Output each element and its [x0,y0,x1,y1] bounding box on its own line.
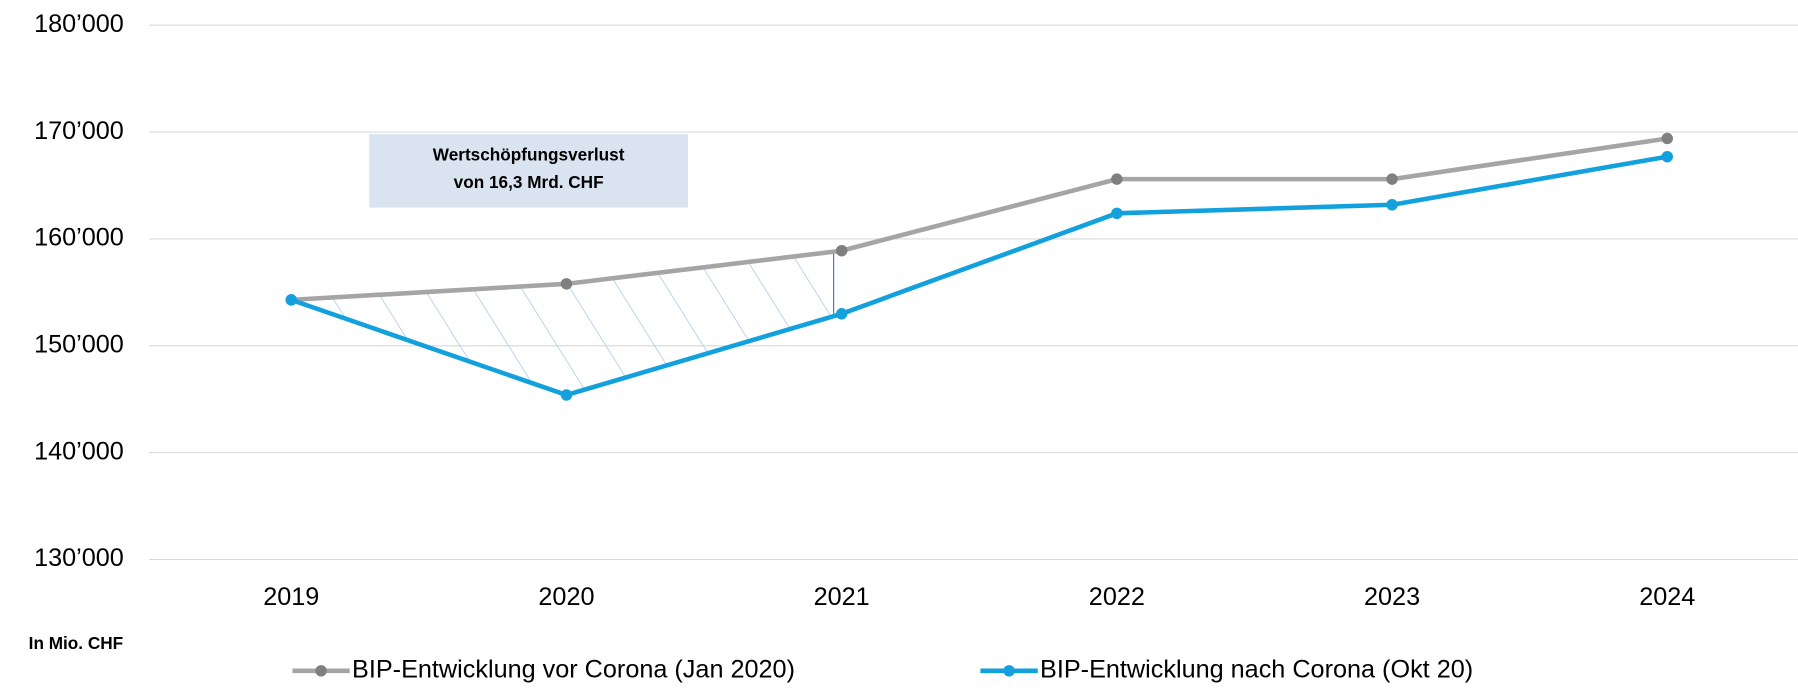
x-tick-label: 2023 [1364,583,1420,611]
point [1386,199,1398,211]
y-tick-label: 140’000 [34,437,124,465]
annotation: Wertschöpfungsverlust [433,144,625,164]
point [835,244,848,257]
point [1661,150,1673,163]
x-tick-label: 2021 [814,583,870,611]
y-tick-label: 150’000 [34,330,124,358]
x-tick-label: 2024 [1639,583,1695,611]
y-tick-label: 180’000 [34,10,124,38]
point [835,308,848,320]
unit-label: In Mio. CHF [29,633,124,653]
legend-label: BIP-Entwicklung vor Corona (Jan 2020) [352,655,795,683]
legend-marker [315,665,327,677]
x-tick-label: 2019 [263,583,319,611]
x-tick-label: 2020 [538,583,594,611]
series-line [290,154,1668,398]
annotation-box [369,134,689,208]
point [1386,173,1398,185]
x-tick-label: 2022 [1089,583,1145,611]
loss-area [291,250,842,395]
y-tick-label: 160’000 [34,224,124,252]
y-tick-label: 170’000 [34,117,124,145]
legend-marker [1003,665,1015,677]
point [285,294,297,306]
point [560,389,573,401]
y-tick-label: 130’000 [34,544,124,572]
series-line [291,136,1668,303]
point [560,278,573,290]
point [1111,207,1123,220]
annotation: von 16,3 Mrd. CHF [454,172,604,192]
point [1661,132,1673,145]
point [1111,173,1123,185]
legend-label: BIP-Entwicklung nach Corona (Okt 20) [1040,655,1473,683]
